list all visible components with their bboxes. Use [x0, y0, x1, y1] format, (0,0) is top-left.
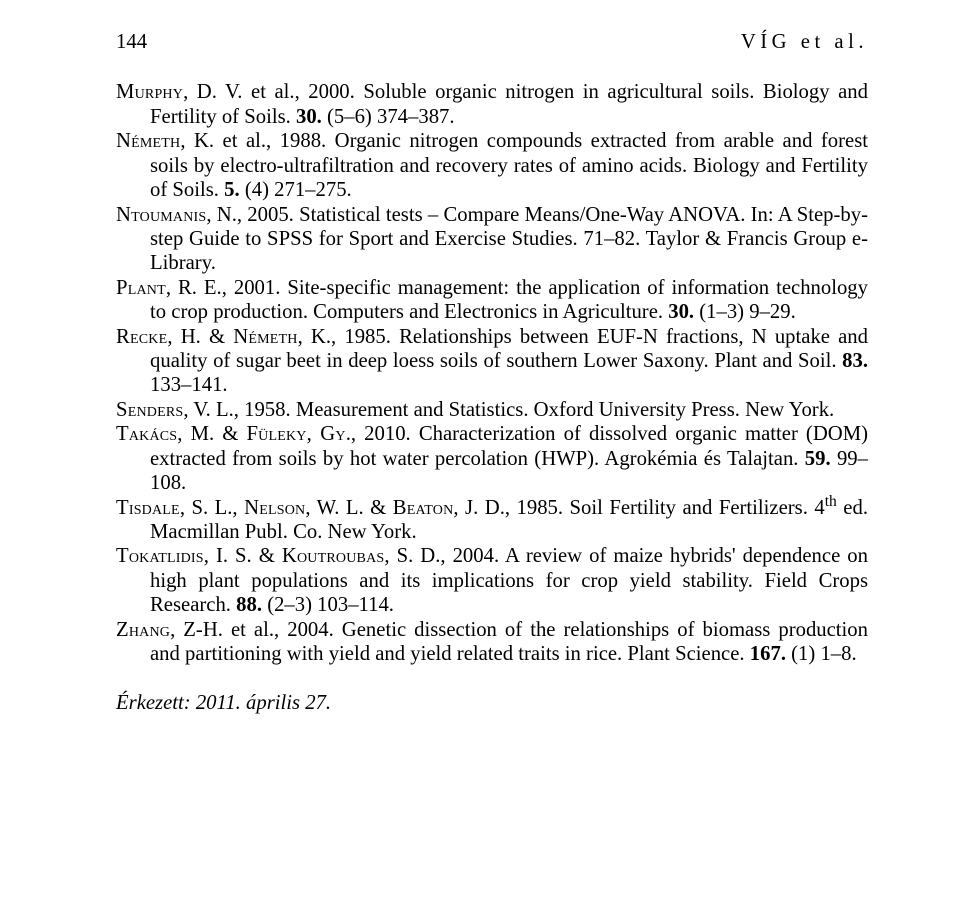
ref-author: Németh: [233, 326, 297, 348]
ref-volume: 88.: [236, 594, 262, 616]
ref-volume: 30.: [668, 301, 694, 323]
ref-author: Ntoumanis: [116, 204, 206, 226]
ref-author: Németh: [116, 130, 180, 152]
page-header: 144 VÍG et al.: [116, 30, 868, 54]
ref-body: , J. D., 1985. Soil Fertility and Fertil…: [453, 497, 824, 519]
received-date: Érkezett: 2011. április 27.: [116, 691, 868, 715]
ref-pages: (2–3) 103–114.: [262, 594, 394, 616]
ref-author: Beaton: [393, 497, 454, 519]
ref-author: Senders: [116, 399, 183, 421]
ref-takacs: Takács, M. & Füleky, Gy., 2010. Characte…: [116, 422, 868, 495]
ref-senders: Senders, V. L., 1958. Measurement and St…: [116, 398, 868, 422]
ref-pages: (1–3) 9–29.: [694, 301, 796, 323]
ref-plant: Plant, R. E., 2001. Site-specific manage…: [116, 276, 868, 325]
ref-pages: (5–6) 374–387.: [322, 106, 455, 128]
ref-pages: 133–141.: [150, 374, 228, 396]
ref-murphy: Murphy, D. V. et al., 2000. Soluble orga…: [116, 80, 868, 129]
ref-volume: 30.: [296, 106, 322, 128]
ref-author: Recke: [116, 326, 167, 348]
ref-volume: 167.: [750, 643, 786, 665]
running-head: VÍG et al.: [741, 30, 868, 54]
ref-author-initial: , Gy: [307, 423, 346, 445]
ref-sep: , W. L. &: [305, 497, 392, 519]
ref-author: Plant: [116, 277, 166, 299]
ref-recke: Recke, H. & Németh, K., 1985. Relationsh…: [116, 325, 868, 398]
ref-nemeth: Németh, K. et al., 1988. Organic nitroge…: [116, 129, 868, 202]
ref-pages: (4) 271–275.: [240, 179, 352, 201]
ref-author: Murphy: [116, 81, 183, 103]
ref-author: Zhang: [116, 619, 170, 641]
ref-author: Nelson: [244, 497, 305, 519]
ref-body: , N., 2005. Statistical tests – Compare …: [150, 204, 868, 275]
ref-body: , V. L., 1958. Measurement and Statistic…: [183, 399, 834, 421]
ref-author: Füleky: [246, 423, 306, 445]
ref-author: Tisdale: [116, 497, 180, 519]
ref-volume: 5.: [224, 179, 240, 201]
ref-tokatlidis: Tokatlidis, I. S. & Koutroubas, S. D., 2…: [116, 544, 868, 617]
ref-zhang: Zhang, Z-H. et al., 2004. Genetic dissec…: [116, 618, 868, 667]
ref-sep: , I. S. &: [204, 545, 282, 567]
ref-ntoumanis: Ntoumanis, N., 2005. Statistical tests –…: [116, 203, 868, 276]
ref-tisdale: Tisdale, S. L., Nelson, W. L. & Beaton, …: [116, 496, 868, 545]
ref-volume: 59.: [805, 448, 831, 470]
ref-author: Takács: [116, 423, 177, 445]
ref-volume: 83.: [842, 350, 868, 372]
ref-author: Tokatlidis: [116, 545, 204, 567]
page: 144 VÍG et al. Murphy, D. V. et al., 200…: [0, 0, 960, 924]
ref-sep: , S. L.,: [180, 497, 244, 519]
ref-pages: (1) 1–8.: [786, 643, 857, 665]
ref-author: Koutroubas: [282, 545, 385, 567]
ref-body: , D. V. et al., 2000. Soluble organic ni…: [150, 81, 868, 127]
page-number: 144: [116, 30, 147, 54]
ref-ordinal-sup: th: [825, 493, 837, 510]
ref-sep: , M. &: [177, 423, 246, 445]
ref-sep: , H. &: [167, 326, 233, 348]
